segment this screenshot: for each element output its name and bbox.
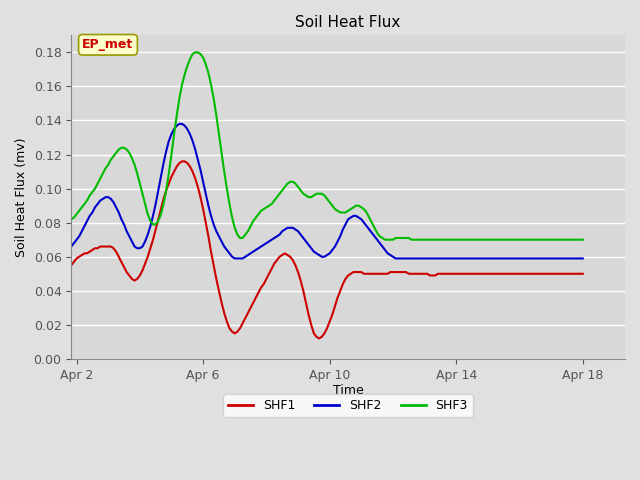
SHF1 (511, 271, 518, 276)
Line: SHF3: SHF3 (71, 52, 583, 240)
SHF3 (97, 176, 104, 181)
SHF1 (342, 276, 349, 282)
X-axis label: Time: Time (333, 384, 364, 397)
SHF3 (476, 237, 484, 242)
SHF2 (342, 221, 349, 227)
SHF2 (231, 255, 239, 261)
Text: EP_met: EP_met (83, 38, 134, 51)
SHF1 (178, 158, 186, 164)
SHF3 (511, 237, 518, 242)
Y-axis label: Soil Heat Flux (mv): Soil Heat Flux (mv) (15, 137, 28, 257)
SHF1 (316, 336, 323, 341)
SHF3 (579, 237, 587, 242)
SHF2 (97, 198, 104, 204)
SHF3 (529, 237, 536, 242)
SHF1 (529, 271, 536, 276)
SHF3 (339, 210, 347, 216)
SHF1 (476, 271, 484, 276)
SHF2 (67, 244, 75, 250)
SHF2 (511, 255, 518, 261)
SHF2 (529, 255, 536, 261)
SHF1 (579, 271, 587, 276)
SHF2 (175, 121, 183, 127)
Legend: SHF1, SHF2, SHF3: SHF1, SHF2, SHF3 (223, 395, 473, 418)
SHF3 (191, 49, 199, 55)
SHF1 (207, 249, 215, 254)
Line: SHF2: SHF2 (71, 124, 583, 258)
SHF2 (207, 213, 215, 219)
Title: Soil Heat Flux: Soil Heat Flux (296, 15, 401, 30)
SHF2 (579, 255, 587, 261)
SHF3 (381, 237, 389, 242)
SHF3 (67, 216, 75, 222)
SHF1 (67, 263, 75, 268)
Line: SHF1: SHF1 (71, 161, 583, 338)
SHF2 (476, 255, 484, 261)
SHF3 (207, 82, 215, 88)
SHF1 (97, 244, 104, 250)
